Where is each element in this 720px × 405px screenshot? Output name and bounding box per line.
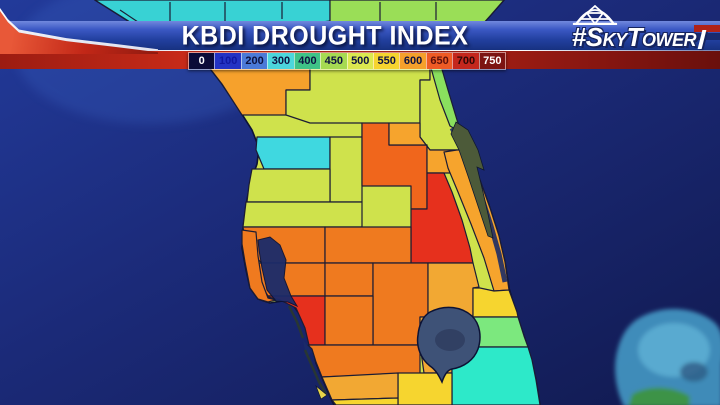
scale-cell-650: 650	[425, 53, 453, 69]
county-pasco-region	[242, 201, 363, 228]
skytower-dome-icon	[572, 5, 618, 25]
scale-cell-300: 300	[267, 53, 294, 69]
brand-text: #S	[571, 22, 603, 52]
scale-cell-700: 700	[452, 53, 479, 69]
lake-okeechobee-deep	[435, 329, 465, 351]
north-county-borders	[119, 2, 437, 34]
bahama-bank	[615, 309, 720, 405]
county-lee-region	[321, 372, 399, 401]
merritt-island	[450, 121, 494, 239]
county-citrus-region	[255, 136, 331, 170]
scale-cell-600: 600	[399, 53, 426, 69]
skytower-logo: #SKYTOWER	[571, 5, 707, 52]
scale-cell-0: 0	[189, 53, 215, 69]
county-martin-region	[472, 316, 529, 348]
bahama-deep-patch	[680, 362, 708, 382]
brand-text: T	[626, 22, 643, 52]
scale-bar: 0 100 200 300 400 450 500 550 600 650 700 750	[188, 52, 506, 70]
banner-right-stripes	[694, 25, 720, 41]
county-sumter-region	[329, 136, 363, 203]
county-osceola-region	[410, 172, 474, 264]
scale-strip: 0 100 200 300 400 450 500 550 600 650 700 750	[0, 51, 720, 70]
sanibel-island	[315, 384, 328, 400]
barrier-island-strip	[287, 305, 305, 339]
barrier-island-strip	[303, 349, 328, 395]
scale-cell-400: 400	[293, 53, 321, 69]
brand-text: KY	[602, 30, 628, 50]
county-pinellas-region	[241, 229, 277, 303]
scale-cell-500: 500	[346, 53, 373, 69]
county-polk-region	[324, 226, 412, 264]
county-lee-south-region	[331, 397, 399, 405]
scale-cell-750: 750	[478, 53, 506, 69]
county-hardee-region	[324, 262, 374, 297]
county-hernando-region	[246, 168, 331, 203]
banner-red-swoosh	[0, 8, 158, 54]
county-charlotte-region	[307, 344, 421, 378]
scale-cell-100: 100	[214, 53, 241, 69]
title-banner: KBDI DROUGHT INDEX #SKYTOWER	[0, 5, 720, 52]
scale-cell-550: 550	[372, 53, 400, 69]
county-desoto-region	[324, 295, 374, 346]
bahama-island	[628, 387, 690, 405]
county-palm-beach-region	[451, 346, 541, 405]
brand-text: OWER	[642, 30, 697, 50]
scale-cell-200: 200	[240, 53, 268, 69]
scale-cell-450: 450	[320, 53, 347, 69]
page-title: KBDI DROUGHT INDEX	[181, 21, 469, 51]
tampa-bay-water	[257, 236, 299, 308]
